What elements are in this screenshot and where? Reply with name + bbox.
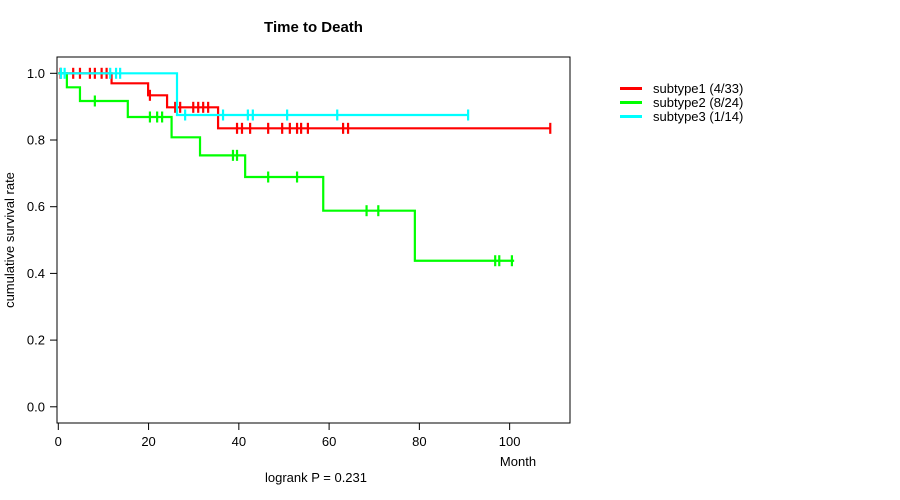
legend-label: subtype3 (1/14) [653,108,744,124]
y-tick-label: 0.4 [27,266,45,281]
curve-subtype1 [58,72,551,130]
x-tick-label: 60 [322,434,336,449]
chart-title: Time to Death [264,19,363,36]
y-tick-label: 1.0 [27,66,45,81]
x-tick-label: 40 [232,434,246,449]
legend-line-swatch-subtype3 [620,114,642,118]
legend-line-swatch-subtype1 [620,86,642,90]
y-tick-label: 0.8 [27,133,45,148]
y-tick-label: 0.2 [27,333,45,348]
legend-item-subtype1: subtype1 (4/33) [620,80,744,96]
curve-subtype2 [58,72,515,262]
logrank-annotation: logrank P = 0.231 [264,470,368,485]
legend-label: subtype1 (4/33) [653,80,744,96]
y-tick-label: 0.6 [27,199,45,214]
plot-box [56,56,571,424]
x-tick-label: 0 [55,434,62,449]
legend-label: subtype2 (8/24) [653,94,744,110]
y-tick-label: 0.0 [27,399,45,414]
legend: subtype1 (4/33) subtype2 (8/24) subtype3… [620,80,744,124]
curve-subtype3 [58,72,469,117]
x-tick-label: 100 [499,434,521,449]
x-axis-title: Month [499,454,537,469]
legend-item-subtype3: subtype3 (1/14) [620,108,744,124]
legend-item-subtype2: subtype2 (8/24) [620,94,744,110]
x-tick-label: 80 [412,434,426,449]
x-tick-label: 20 [141,434,155,449]
legend-line-swatch-subtype2 [620,100,642,104]
